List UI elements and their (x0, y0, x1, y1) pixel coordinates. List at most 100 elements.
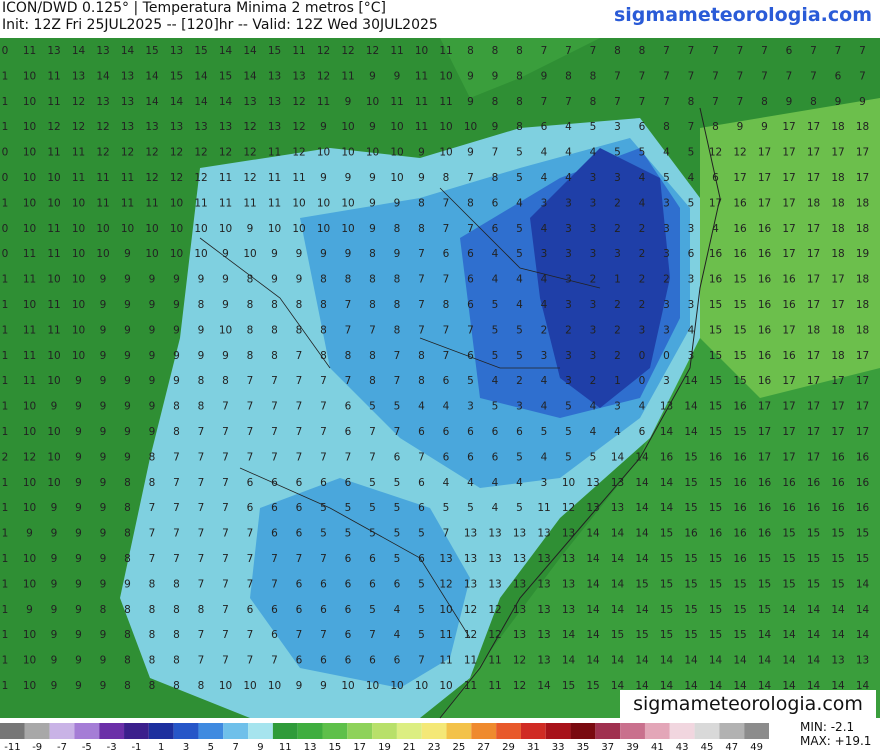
grid-value: 17 (856, 426, 869, 438)
grid-value: 10 (23, 426, 36, 438)
grid-value: 8 (590, 96, 597, 108)
grid-value: 10 (341, 121, 354, 133)
grid-value: 12 (292, 121, 305, 133)
grid-value: 8 (320, 274, 327, 286)
colorbar-swatch (595, 723, 621, 739)
grid-value: 2 (614, 350, 621, 362)
grid-value: 3 (565, 223, 572, 235)
grid-value: 6 (369, 578, 376, 590)
grid-value: 5 (663, 172, 670, 184)
grid-value: 17 (856, 350, 869, 362)
grid-value: 3 (541, 248, 548, 260)
grid-value: 13 (121, 70, 134, 82)
grid-value: 7 (247, 401, 254, 413)
grid-value: 9 (75, 578, 82, 590)
grid-value: 14 (611, 578, 625, 590)
grid-value: 7 (369, 451, 376, 463)
grid-value: 8 (810, 96, 817, 108)
grid-value: 5 (590, 121, 597, 133)
grid-value: 5 (565, 451, 572, 463)
grid-value: 14 (145, 70, 159, 82)
colorbar-label: 13 (304, 742, 317, 750)
grid-value: 7 (737, 70, 744, 82)
grid-value: 11 (47, 147, 60, 159)
grid-value: 17 (733, 172, 746, 184)
grid-value: 11 (439, 45, 452, 57)
grid-value: 5 (614, 147, 621, 159)
grid-value: 9 (124, 578, 131, 590)
grid-value: 18 (831, 197, 844, 209)
grid-value: 8 (149, 604, 156, 616)
grid-value: 12 (513, 655, 526, 667)
grid-value: 16 (782, 299, 796, 311)
colorbar-label: 7 (232, 742, 238, 750)
grid-value: 15 (856, 553, 869, 565)
grid-value: 15 (709, 553, 722, 565)
grid-value: 2 (614, 197, 621, 209)
colorbar-label: 19 (378, 742, 391, 750)
grid-value: 10 (317, 223, 330, 235)
grid-value: 2 (565, 324, 572, 336)
grid-value: 16 (733, 223, 747, 235)
grid-value: 16 (782, 350, 796, 362)
grid-value: 9 (100, 451, 107, 463)
grid-value: 3 (565, 350, 572, 362)
grid-value: 16 (782, 502, 796, 514)
grid-value: 14 (684, 680, 698, 692)
grid-value: 15 (684, 451, 697, 463)
grid-value: 11 (219, 172, 232, 184)
grid-value: 5 (492, 401, 499, 413)
grid-value: 11 (415, 121, 428, 133)
grid-value: 14 (194, 70, 208, 82)
grid-value: 15 (684, 578, 697, 590)
grid-value: 5 (443, 502, 450, 514)
grid-value: 6 (467, 426, 474, 438)
grid-value: 12 (464, 629, 477, 641)
grid-value: 6 (320, 578, 327, 590)
grid-value: 13 (268, 96, 281, 108)
grid-value: 9 (418, 147, 425, 159)
grid-value: 7 (247, 451, 254, 463)
grid-value: 17 (807, 401, 820, 413)
grid-value: 6 (296, 578, 303, 590)
grid-value: 16 (733, 248, 747, 260)
grid-value: 10 (341, 197, 354, 209)
grid-value: 10 (243, 248, 256, 260)
grid-value: 1 (2, 655, 9, 667)
grid-value: 14 (635, 604, 649, 616)
grid-value: 3 (639, 324, 646, 336)
grid-value: 4 (492, 477, 499, 489)
grid-value: 3 (688, 223, 695, 235)
grid-value: 9 (51, 578, 58, 590)
grid-value: 12 (366, 45, 379, 57)
grid-value: 7 (786, 70, 793, 82)
grid-value: 6 (394, 451, 401, 463)
grid-value: 9 (149, 324, 156, 336)
grid-value: 6 (541, 121, 548, 133)
grid-value: 7 (369, 426, 376, 438)
grid-value: 9 (222, 274, 229, 286)
watermark: sigmameteorologia.com (633, 693, 863, 715)
grid-value: 14 (660, 502, 674, 514)
grid-value: 14 (831, 680, 845, 692)
grid-value: 3 (663, 248, 670, 260)
grid-value: 2 (663, 274, 670, 286)
grid-value: 9 (296, 274, 303, 286)
grid-value: 7 (565, 45, 572, 57)
grid-value: 8 (100, 604, 107, 616)
grid-value: 9 (100, 629, 107, 641)
grid-value: 1 (2, 553, 9, 565)
grid-value: 16 (856, 477, 870, 489)
grid-value: 17 (831, 147, 844, 159)
grid-value: 12 (219, 147, 232, 159)
grid-value: 4 (492, 274, 499, 286)
grid-value: 8 (418, 223, 425, 235)
colorbar-swatch (644, 723, 670, 739)
grid-value: 3 (614, 401, 621, 413)
grid-value: 2 (516, 375, 523, 387)
grid-value: 0 (2, 223, 9, 235)
colorbar-label: 45 (701, 742, 714, 750)
grid-value: 8 (369, 274, 376, 286)
grid-value: 9 (51, 528, 58, 540)
grid-value: 10 (366, 96, 379, 108)
